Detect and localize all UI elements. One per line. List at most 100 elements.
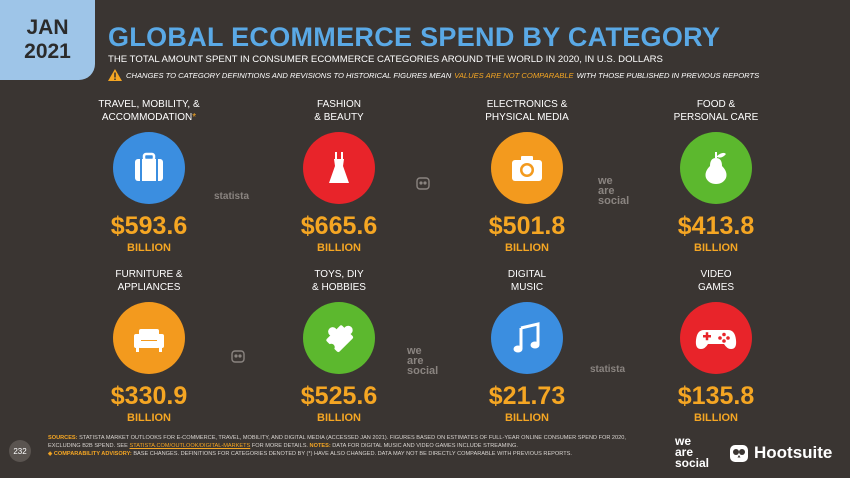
- category-unit: BILLION: [505, 412, 549, 424]
- watermark-social: social: [407, 365, 439, 377]
- gamepad-icon: [695, 330, 737, 349]
- logo-we: we: [675, 434, 692, 448]
- category-card: TRAVEL, MOBILITY, & ACCOMMODATION* $593.…: [79, 96, 219, 254]
- category-label-line1: FURNITURE &: [115, 269, 183, 280]
- we-are-social-logo: we are social: [675, 434, 710, 470]
- category-label: VIDEO GAMES: [646, 266, 786, 294]
- statista-watermark: statista: [590, 364, 626, 375]
- category-icon-circle: [113, 302, 185, 374]
- category-unit: BILLION: [505, 242, 549, 254]
- category-icon-circle: [491, 302, 563, 374]
- we-are-social-watermark: we are social: [407, 345, 439, 377]
- category-icon-circle: [680, 132, 752, 204]
- hootsuite-logo: Hootsuite: [728, 442, 832, 464]
- category-label-line1: TOYS, DIY: [314, 269, 364, 280]
- category-unit: BILLION: [694, 412, 738, 424]
- logo-social: social: [675, 456, 710, 470]
- category-label: FASHION & BEAUTY: [269, 96, 409, 124]
- suitcase-icon: [135, 152, 163, 181]
- category-asterisk: *: [192, 112, 197, 123]
- category-icon-circle: [491, 132, 563, 204]
- owl-watermark-icon: [231, 349, 245, 363]
- date-year: 2021: [24, 40, 71, 63]
- warning-text-pre: CHANGES TO CATEGORY DEFINITIONS AND REVI…: [126, 70, 452, 80]
- date-month: JAN: [26, 16, 69, 39]
- notes-body: DATA FOR DIGITAL MUSIC AND VIDEO GAMES I…: [332, 443, 518, 449]
- category-label: DIGITAL MUSIC: [457, 266, 597, 294]
- category-icon-circle: [113, 132, 185, 204]
- category-value: $525.6: [300, 382, 378, 410]
- music-note-icon: [513, 322, 540, 353]
- category-value: $330.9: [110, 382, 188, 410]
- comparability-warning: CHANGES TO CATEGORY DEFINITIONS AND REVI…: [108, 69, 759, 81]
- sources-body-2: FOR MORE DETAILS.: [251, 443, 308, 449]
- category-label: FOOD & PERSONAL CARE: [646, 96, 786, 124]
- watermark-we: we: [407, 345, 422, 357]
- category-value: $135.8: [677, 382, 755, 410]
- category-label-line2: APPLIANCES: [117, 282, 181, 293]
- category-label-line2: ACCOMMODATION: [101, 112, 193, 123]
- category-card: DIGITAL MUSIC $21.73 BILLION: [457, 266, 597, 424]
- watermark-we: we: [598, 175, 613, 187]
- category-label-line2: & BEAUTY: [314, 112, 364, 123]
- statista-watermark: statista: [214, 191, 250, 202]
- category-label-line2: & HOBBIES: [312, 282, 366, 293]
- category-card: FURNITURE & APPLIANCES $330.9 BILLION: [79, 266, 219, 424]
- watermark-are: are: [598, 185, 615, 197]
- category-card: VIDEO GAMES $135.8 BILLION: [646, 266, 786, 424]
- warning-text-highlight: VALUES ARE NOT COMPARABLE: [454, 70, 574, 80]
- watermark-social: social: [598, 195, 630, 207]
- category-label-line1: DIGITAL: [507, 269, 547, 280]
- advisory-label: COMPARABILITY ADVISORY:: [53, 451, 132, 457]
- category-value: $593.6: [110, 212, 188, 240]
- page-number: 232: [9, 440, 31, 462]
- category-label-line1: FOOD &: [696, 99, 736, 110]
- category-card: ELECTRONICS & PHYSICAL MEDIA $501.8 BILL…: [457, 96, 597, 254]
- category-icon-circle: [303, 302, 375, 374]
- logo-are: are: [675, 445, 694, 459]
- category-label-line2: PERSONAL CARE: [673, 112, 759, 123]
- category-unit: BILLION: [694, 242, 738, 254]
- category-label-line2: PHYSICAL MEDIA: [485, 112, 569, 123]
- camera-icon: [512, 156, 542, 181]
- footer: 232 SOURCES: STATISTA MARKET OUTLOOKS FO…: [0, 430, 850, 478]
- category-unit: BILLION: [317, 412, 361, 424]
- category-label-line1: ELECTRONICS &: [486, 99, 568, 110]
- category-label: TRAVEL, MOBILITY, & ACCOMMODATION*: [79, 96, 219, 124]
- category-icon-circle: [303, 132, 375, 204]
- category-value: $501.8: [488, 212, 566, 240]
- category-label-line1: TRAVEL, MOBILITY, &: [98, 99, 200, 110]
- category-card: FOOD & PERSONAL CARE $413.8 BILLION: [646, 96, 786, 254]
- puzzle-icon: [326, 325, 354, 353]
- hootsuite-wordmark: Hootsuite: [754, 443, 833, 462]
- category-label-line2: GAMES: [697, 282, 735, 293]
- category-value: $665.6: [300, 212, 378, 240]
- watermark-are: are: [407, 355, 424, 367]
- category-card: TOYS, DIY & HOBBIES $525.6 BILLION: [269, 266, 409, 424]
- dress-icon: [329, 152, 349, 183]
- page-subtitle: THE TOTAL AMOUNT SPENT IN CONSUMER ECOMM…: [108, 54, 663, 65]
- category-value: $21.73: [488, 382, 566, 410]
- advisory-body: BASE CHANGES. DEFINITIONS FOR CATEGORIES…: [133, 451, 572, 457]
- date-badge: JAN 2021: [0, 0, 95, 80]
- category-label-line1: VIDEO: [700, 269, 732, 280]
- category-unit: BILLION: [317, 242, 361, 254]
- sources-body: STATISTA MARKET OUTLOOKS FOR E-COMMERCE,…: [48, 435, 626, 449]
- owl-icon: [730, 445, 748, 462]
- category-label: TOYS, DIY & HOBBIES: [269, 266, 409, 294]
- sofa-icon: [134, 329, 164, 352]
- category-unit: BILLION: [127, 242, 171, 254]
- category-label: FURNITURE & APPLIANCES: [79, 266, 219, 294]
- category-icon-circle: [680, 302, 752, 374]
- category-label: ELECTRONICS & PHYSICAL MEDIA: [457, 96, 597, 124]
- we-are-social-watermark: we are social: [598, 175, 630, 207]
- pear-icon: [705, 152, 727, 184]
- owl-watermark-icon: [416, 176, 430, 190]
- warning-icon: [108, 69, 122, 81]
- category-label-line1: FASHION: [317, 99, 361, 110]
- category-unit: BILLION: [127, 412, 171, 424]
- page-title: GLOBAL ECOMMERCE SPEND BY CATEGORY: [108, 22, 721, 52]
- category-value: $413.8: [677, 212, 755, 240]
- statista-link[interactable]: STATISTA.COM/OUTLOOK/DIGITAL-MARKETS: [129, 443, 251, 449]
- sources-text: SOURCES: STATISTA MARKET OUTLOOKS FOR E-…: [48, 435, 626, 457]
